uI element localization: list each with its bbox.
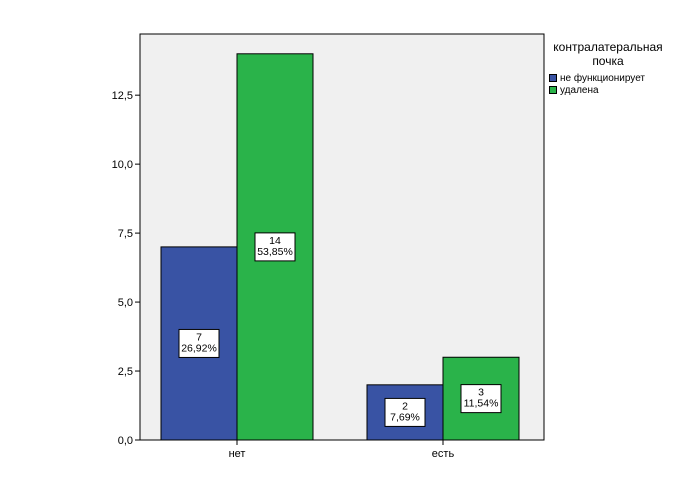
legend-label-1: удалена: [560, 84, 599, 96]
y-tick-label-3: 7,5: [118, 228, 133, 240]
legend-item-1: удалена: [549, 84, 686, 96]
x-axis: нет есть: [229, 440, 455, 460]
y-tick-label-2: 5,0: [118, 297, 133, 309]
legend-swatch-0: [549, 74, 557, 82]
x-tick-label-1: есть: [432, 448, 455, 460]
legend-title: контралатеральная почка: [553, 40, 663, 68]
legend-label-0: не функционирует: [560, 72, 646, 84]
svg-text:26,92%: 26,92%: [181, 342, 217, 354]
svg-text:14: 14: [269, 235, 281, 247]
svg-text:3: 3: [478, 387, 484, 399]
x-tick-label-0: нет: [229, 448, 246, 460]
data-label-0-0: 726,92%: [178, 328, 220, 358]
data-label-1-1: 311,54%: [460, 384, 502, 414]
legend-swatch-1: [549, 86, 557, 94]
y-axis: 0,0 2,5 5,0 7,5 10,0 12,5: [112, 90, 140, 447]
svg-text:53,85%: 53,85%: [257, 246, 293, 258]
legend: контралатеральная почка не функционирует…: [546, 40, 686, 96]
svg-text:7,69%: 7,69%: [390, 411, 420, 423]
y-tick-label-1: 2,5: [118, 366, 133, 378]
y-tick-label-0: 0,0: [118, 435, 133, 447]
svg-text:2: 2: [402, 400, 408, 412]
y-tick-label-5: 12,5: [112, 90, 133, 102]
svg-text:7: 7: [196, 331, 202, 343]
y-tick-label-4: 10,0: [112, 159, 133, 171]
svg-text:11,54%: 11,54%: [464, 398, 499, 410]
legend-item-0: не функционирует: [549, 72, 686, 84]
data-label-0-1: 27,69%: [384, 397, 426, 427]
